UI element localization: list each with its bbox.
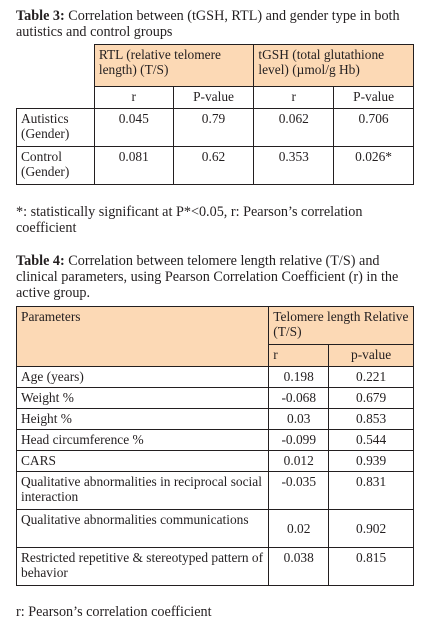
table3-sub-p-tgsh: P-value	[333, 86, 414, 109]
table-row: Age (years) 0.198 0.221	[15, 366, 414, 388]
table4-footnote: r: Pearson’s correlation coefficient	[16, 604, 212, 620]
table4-cell-p: 0.679	[328, 387, 414, 409]
table-row: Control (Gender) 0.081 0.62 0.353 0.026*	[16, 146, 414, 185]
table4-sub-p: p-value	[328, 344, 414, 367]
table3-header-tgsh: tGSH (total glutathione level) (µmol/g H…	[253, 44, 414, 87]
table3-caption-text: Correlation between (tGSH, RTL) and gend…	[16, 8, 400, 40]
table-row: Weight % -0.068 0.679	[15, 387, 414, 409]
table3-caption: Table 3: Correlation between (tGSH, RTL)…	[16, 8, 414, 40]
table3-cell-rtl-r: 0.045	[93, 108, 174, 147]
table3-row-label: Autistics (Gender)	[16, 108, 95, 147]
table4-caption: Table 4: Correlation between telomere le…	[16, 253, 414, 301]
table4-cell-p: 0.544	[328, 429, 414, 451]
table-row: Restricted repetitive & stereotyped patt…	[15, 547, 414, 586]
table-row: Qualitative abnormalities in reciprocal …	[15, 471, 414, 510]
table4-cell-p: 0.853	[328, 408, 414, 430]
table4-cell-p: 0.939	[328, 450, 414, 472]
table4-header-parameters: Parameters	[15, 306, 270, 367]
table4-cell-r: 0.03	[268, 408, 330, 430]
table3-cell-tgsh-r: 0.353	[253, 146, 335, 185]
table4-caption-label: Table 4:	[16, 253, 65, 269]
table3-cell-rtl-p: 0.79	[172, 108, 255, 147]
table4-cell-r: -0.068	[268, 387, 330, 409]
table4-cell-p: 0.815	[328, 547, 414, 586]
table3-cell-tgsh-r: 0.062	[253, 108, 335, 147]
table4-sub-r: r	[268, 344, 330, 367]
table3: RTL (relative telomere length) (T/S) tGS…	[16, 44, 414, 185]
table4-cell-r: -0.035	[268, 471, 330, 510]
table4-cell-r: 0.198	[268, 366, 330, 388]
table3-empty-corner	[17, 45, 95, 87]
table4-header-telomere: Telomere length Relative (T/S)	[268, 306, 414, 345]
table3-cell-rtl-p: 0.62	[172, 146, 255, 185]
table4-cell-p: 0.902	[328, 509, 414, 548]
table4-row-label: CARS	[15, 450, 270, 472]
table4-row-label: Weight %	[15, 387, 270, 409]
table4-row-label: Restricted repetitive & stereotyped patt…	[15, 547, 270, 586]
table3-header-rtl: RTL (relative telomere length) (T/S)	[93, 44, 255, 87]
table4-row-label: Age (years)	[15, 366, 270, 388]
table4-row-label: Height %	[15, 408, 270, 430]
table-row: Qualitative abnormalities communications…	[15, 509, 414, 548]
table3-cell-rtl-r: 0.081	[93, 146, 174, 185]
table3-footnote: *: statistically significant at P*<0.05,…	[16, 204, 363, 236]
table4-caption-text: Correlation between telomere length rela…	[16, 253, 399, 301]
table3-caption-label: Table 3:	[16, 8, 65, 24]
table3-sub-r-rtl: r	[93, 86, 174, 109]
table4-cell-r: 0.038	[268, 547, 330, 586]
table4-cell-r: 0.02	[268, 509, 330, 548]
table4-row-label: Qualitative abnormalities communications	[15, 509, 270, 548]
table3-empty-sub	[17, 87, 95, 109]
table-row: Head circumference % -0.099 0.544	[15, 429, 414, 451]
table-row: Height % 0.03 0.853	[15, 408, 414, 430]
table4-row-label: Qualitative abnormalities in reciprocal …	[15, 471, 270, 510]
table4-cell-r: 0.012	[268, 450, 330, 472]
table4-cell-p: 0.221	[328, 366, 414, 388]
table4: Parameters Telomere length Relative (T/S…	[15, 306, 414, 586]
table3-sub-p-rtl: P-value	[172, 86, 255, 109]
table-row: Autistics (Gender) 0.045 0.79 0.062 0.70…	[16, 108, 414, 147]
table4-cell-r: -0.099	[268, 429, 330, 451]
table3-sub-r-tgsh: r	[253, 86, 335, 109]
table3-row-label: Control (Gender)	[16, 146, 95, 185]
table3-cell-tgsh-p: 0.706	[333, 108, 414, 147]
table4-cell-p: 0.831	[328, 471, 414, 510]
table4-row-label: Head circumference %	[15, 429, 270, 451]
table3-cell-tgsh-p: 0.026*	[333, 146, 414, 185]
table-row: CARS 0.012 0.939	[15, 450, 414, 472]
